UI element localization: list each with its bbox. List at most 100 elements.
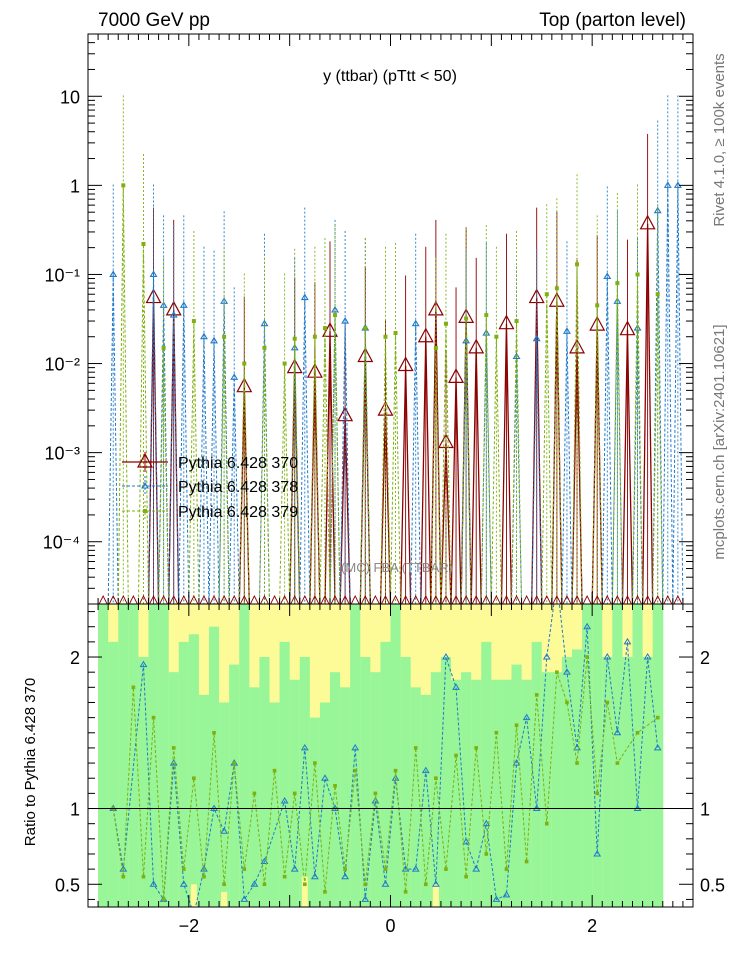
ratio-point-378 (442, 653, 450, 660)
series-baseline-marker (431, 594, 441, 604)
series-point-378 (179, 301, 188, 308)
band-green-bin (178, 641, 190, 907)
ratio-point-379 (161, 897, 166, 902)
series-baseline-marker (522, 594, 532, 604)
band-green-bin (239, 604, 250, 907)
series-point-378 (199, 332, 208, 340)
series-baseline-marker (532, 594, 542, 604)
ratio-point-379 (353, 768, 358, 773)
series-baseline-marker (481, 594, 491, 604)
ratio-point-378 (583, 622, 592, 630)
series-point-379 (292, 336, 297, 341)
band-green-bin (410, 687, 422, 907)
series-line-2 (117, 185, 664, 604)
series-baseline-marker (612, 594, 622, 604)
ratio-point-378 (220, 827, 229, 834)
series-point-379 (383, 334, 388, 339)
series-point-378 (613, 297, 622, 304)
ratio-point-378 (321, 774, 329, 781)
series-point-378 (411, 319, 420, 327)
band-green-bin (299, 657, 311, 907)
band-yellow-spike (432, 884, 439, 907)
band-yellow-spike (221, 891, 228, 907)
series-baseline-marker (370, 594, 380, 604)
series-baseline-marker (229, 594, 239, 604)
band-green-bin (229, 664, 240, 907)
band-green-bin (309, 717, 321, 907)
ratio-point-378 (179, 880, 188, 887)
series-baseline-marker (391, 594, 401, 604)
series-baseline-marker (461, 594, 471, 604)
band-green-bin (582, 604, 593, 907)
ratio-point-378 (431, 880, 440, 887)
ratio-point-378 (472, 865, 481, 872)
ratio-uncertainty-band (98, 604, 664, 907)
band-green-bin (148, 604, 160, 907)
band-green-bin (461, 672, 472, 907)
ratio-point-378 (502, 890, 511, 898)
series-line-0 (147, 223, 654, 604)
series-baseline-marker (471, 594, 481, 604)
series-point-378 (109, 270, 118, 278)
series-baseline-marker (360, 594, 370, 604)
ratio-point-379 (383, 867, 388, 871)
series-baseline-marker (653, 594, 663, 604)
series-baseline-marker (270, 594, 280, 604)
band-green-bin (420, 694, 432, 907)
series-baseline-marker (330, 594, 340, 604)
ratio-point-379 (514, 723, 519, 727)
ratio-point-379 (323, 890, 327, 894)
series-line-1 (107, 185, 684, 604)
ratio-y-tick-label: 0.5 (55, 875, 80, 895)
rivet-version-label: Rivet 4.1.0, ≥ 100k events (711, 53, 728, 226)
ratio-point-379 (555, 670, 559, 674)
ratio-point-379 (434, 776, 438, 781)
ratio-point-379 (595, 791, 600, 796)
series-point-378 (532, 334, 541, 342)
series-point-379 (615, 281, 620, 286)
series-baseline-marker (239, 594, 249, 604)
series-baseline-marker (340, 594, 350, 604)
ratio-point-378 (149, 880, 158, 887)
series-point-370 (306, 362, 323, 378)
band-green-bin (340, 687, 351, 907)
series-baseline-marker (199, 594, 209, 604)
series-point-370 (357, 347, 374, 363)
series-point-378 (663, 181, 672, 188)
series-point-370 (397, 356, 414, 372)
ratio-point-379 (403, 890, 408, 894)
ratio-point-378 (361, 895, 370, 902)
series-point-370 (569, 338, 586, 354)
series-point-379 (433, 345, 438, 350)
main-series-layer (98, 95, 684, 604)
ratio-point-379 (534, 693, 539, 697)
y-tick-label: 10 (60, 87, 80, 107)
series-point-378 (512, 352, 521, 360)
ratio-point-379 (444, 867, 448, 871)
series-baseline-marker (259, 594, 269, 604)
ratio-series-layer (88, 604, 693, 907)
ratio-point-378 (542, 653, 551, 660)
header-right: Top (parton level) (539, 10, 686, 31)
series-point-379 (635, 272, 640, 277)
band-green-bin (138, 657, 149, 907)
ratio-point-378 (482, 819, 491, 827)
ratio-line-0 (112, 604, 659, 907)
ratio-point-379 (504, 867, 509, 871)
series-baseline-marker (421, 594, 431, 604)
series-baseline-marker (633, 594, 643, 604)
ratio-point-379 (605, 700, 610, 705)
series-baseline-marker (159, 594, 169, 604)
ratio-point-379 (121, 874, 126, 879)
band-green-bin (360, 657, 371, 907)
band-green-bin (158, 604, 170, 907)
ratio-point-379 (615, 761, 620, 765)
ratio-y-tick-label: 1 (70, 800, 80, 820)
legend-marker-378 (141, 481, 149, 489)
ratio-point-378 (240, 895, 249, 902)
series-point-379 (514, 319, 519, 324)
band-green-bin (481, 641, 492, 907)
series-point-379 (141, 241, 146, 246)
ratio-point-379 (524, 859, 529, 864)
